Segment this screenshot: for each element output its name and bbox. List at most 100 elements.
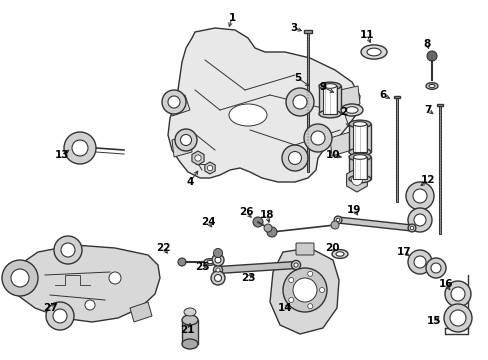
Circle shape (213, 248, 222, 257)
Ellipse shape (407, 208, 431, 232)
Ellipse shape (348, 120, 370, 128)
Bar (323, 86, 336, 114)
Ellipse shape (449, 310, 465, 326)
Polygon shape (339, 86, 359, 108)
Ellipse shape (407, 250, 431, 274)
Circle shape (283, 268, 326, 312)
Text: 23: 23 (240, 273, 255, 283)
Circle shape (292, 278, 316, 302)
Bar (353, 124, 366, 152)
Ellipse shape (444, 281, 470, 307)
Ellipse shape (405, 182, 433, 210)
Polygon shape (346, 168, 366, 192)
Circle shape (109, 272, 121, 284)
Text: 8: 8 (423, 39, 430, 49)
Bar (304, 30, 311, 33)
Ellipse shape (318, 110, 340, 118)
Text: 5: 5 (294, 73, 301, 83)
Ellipse shape (54, 236, 82, 264)
Ellipse shape (182, 315, 198, 325)
Text: 11: 11 (359, 30, 373, 40)
Text: 12: 12 (420, 175, 434, 185)
Circle shape (178, 258, 185, 266)
Ellipse shape (413, 256, 425, 268)
Ellipse shape (288, 152, 301, 165)
Ellipse shape (450, 287, 464, 301)
Ellipse shape (292, 95, 306, 109)
Ellipse shape (228, 104, 266, 126)
Ellipse shape (425, 258, 445, 278)
Circle shape (207, 165, 212, 171)
Ellipse shape (348, 148, 370, 156)
Ellipse shape (346, 107, 357, 113)
Ellipse shape (340, 104, 362, 116)
Text: 27: 27 (42, 303, 57, 313)
Ellipse shape (206, 260, 213, 264)
Ellipse shape (318, 82, 340, 90)
Ellipse shape (212, 254, 224, 266)
Polygon shape (168, 28, 359, 182)
Text: 15: 15 (426, 316, 440, 326)
Circle shape (266, 227, 276, 237)
Ellipse shape (360, 45, 386, 59)
Text: 1: 1 (228, 13, 235, 23)
Ellipse shape (72, 140, 88, 156)
Text: 19: 19 (346, 205, 361, 215)
Text: 13: 13 (55, 150, 69, 160)
Ellipse shape (183, 308, 196, 316)
Text: 10: 10 (325, 150, 340, 160)
Polygon shape (192, 151, 203, 165)
Ellipse shape (353, 122, 366, 126)
Text: 16: 16 (438, 279, 452, 289)
Ellipse shape (366, 48, 380, 56)
Text: 22: 22 (156, 243, 170, 253)
Bar (318, 86, 340, 114)
Ellipse shape (182, 339, 198, 349)
Circle shape (288, 297, 293, 302)
Bar (438, 106, 440, 234)
Circle shape (351, 175, 362, 185)
Circle shape (319, 288, 324, 292)
Text: 7: 7 (424, 105, 431, 115)
Text: 3: 3 (290, 23, 297, 33)
Ellipse shape (335, 252, 343, 256)
Circle shape (293, 263, 298, 267)
Ellipse shape (2, 260, 38, 296)
Bar (437, 104, 442, 106)
Circle shape (194, 155, 201, 161)
Text: 2: 2 (340, 107, 347, 117)
Bar (348, 124, 370, 152)
Circle shape (85, 300, 95, 310)
Text: 26: 26 (238, 207, 253, 217)
Polygon shape (337, 217, 411, 231)
Circle shape (330, 221, 338, 229)
Text: 6: 6 (379, 90, 386, 100)
Ellipse shape (61, 243, 75, 257)
Text: 20: 20 (324, 243, 339, 253)
Ellipse shape (210, 271, 224, 285)
Ellipse shape (430, 263, 440, 273)
Ellipse shape (175, 129, 197, 151)
Ellipse shape (46, 302, 74, 330)
Polygon shape (172, 135, 192, 157)
Ellipse shape (425, 83, 437, 89)
Ellipse shape (412, 189, 426, 203)
Text: 4: 4 (186, 177, 193, 187)
Text: 18: 18 (259, 210, 274, 220)
Polygon shape (217, 261, 296, 274)
Polygon shape (168, 95, 190, 116)
Ellipse shape (214, 274, 221, 282)
Circle shape (409, 226, 413, 230)
Circle shape (333, 216, 341, 224)
Ellipse shape (443, 304, 471, 332)
Circle shape (336, 218, 339, 222)
Circle shape (291, 260, 300, 270)
Ellipse shape (168, 96, 180, 108)
Ellipse shape (285, 88, 313, 116)
Bar (182, 320, 198, 344)
Circle shape (216, 268, 220, 272)
Ellipse shape (413, 214, 425, 226)
Text: 14: 14 (277, 303, 292, 313)
FancyBboxPatch shape (295, 243, 313, 255)
Ellipse shape (304, 124, 331, 152)
